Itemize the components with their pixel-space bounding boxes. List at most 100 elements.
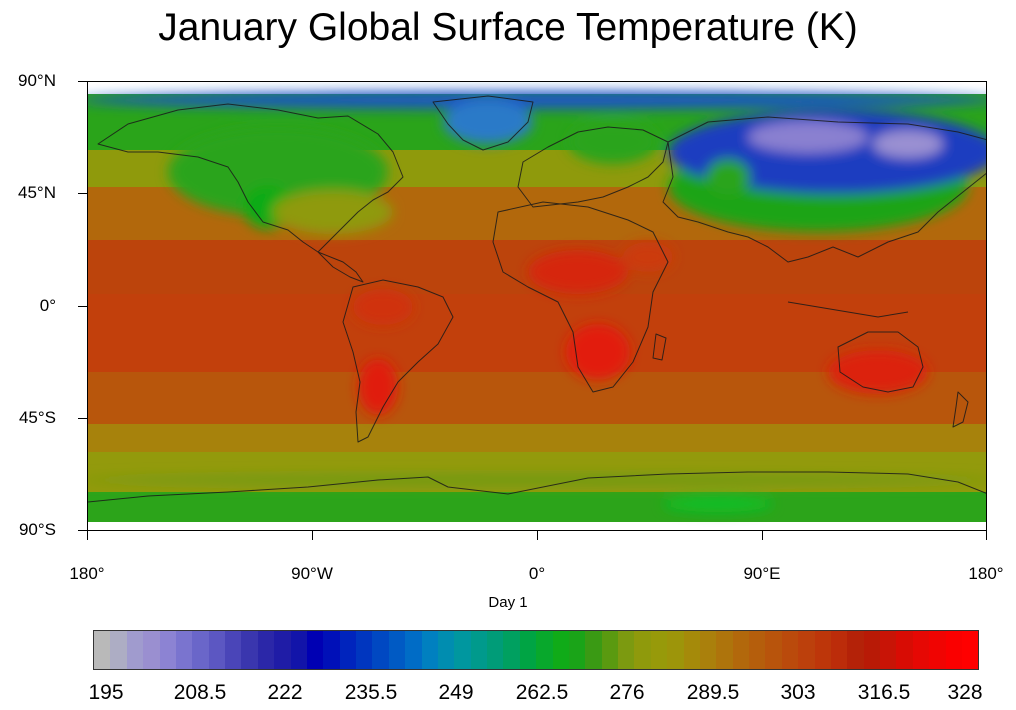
colorbar-segment bbox=[323, 631, 340, 669]
arabia-hot bbox=[623, 242, 673, 272]
map-subtitle: Day 1 bbox=[488, 594, 528, 611]
lon-label-180e: 180° bbox=[968, 564, 1004, 583]
north-america-olive bbox=[273, 190, 393, 234]
europe-green bbox=[568, 120, 658, 164]
band-north-pole bbox=[88, 82, 986, 94]
colorbar-segment bbox=[912, 631, 930, 669]
colorbar-segment bbox=[126, 631, 144, 669]
coast-central-america bbox=[317, 251, 364, 283]
colorbar-segment bbox=[749, 631, 766, 669]
colorbar-segment bbox=[814, 631, 831, 669]
colorbar-segment bbox=[650, 631, 668, 669]
band-antarctic bbox=[88, 492, 986, 522]
band-temperate-south bbox=[88, 424, 986, 454]
colorbar-segment bbox=[618, 631, 635, 669]
tick-lon-90w bbox=[312, 531, 313, 540]
colorbar-segment bbox=[437, 631, 455, 669]
siberia-violet bbox=[748, 121, 868, 153]
colorbar-segment bbox=[257, 631, 275, 669]
colorbar-segment bbox=[192, 631, 209, 669]
colorbar-segment bbox=[601, 631, 618, 669]
greenland-blue bbox=[443, 100, 533, 144]
colorbar-segment bbox=[94, 631, 111, 669]
colorbar-segment bbox=[798, 631, 815, 669]
coastlines bbox=[88, 95, 986, 503]
colorbar-label: 316.5 bbox=[857, 681, 911, 704]
antarctica-bright bbox=[663, 496, 773, 512]
colorbar-label: 289.5 bbox=[686, 681, 740, 704]
lat-label-90s: 90°S bbox=[18, 520, 56, 539]
colorbar-segment bbox=[929, 631, 946, 669]
tick-lon-0 bbox=[537, 531, 538, 540]
colorbar-segment bbox=[880, 631, 897, 669]
lon-label-90w: 90°W bbox=[291, 564, 333, 583]
lon-label-0: 0° bbox=[528, 564, 546, 583]
tick-lon-180e bbox=[986, 531, 987, 540]
coast-madagascar bbox=[652, 333, 667, 361]
colorbar-label: 222 bbox=[267, 681, 303, 704]
coast-south-america bbox=[342, 279, 454, 443]
colorbar-segment bbox=[781, 631, 799, 669]
lat-label-90n: 90°N bbox=[18, 71, 56, 90]
sahara-hot bbox=[528, 250, 628, 294]
colorbar-label: 195 bbox=[88, 681, 124, 704]
tick-lat-0 bbox=[78, 306, 87, 307]
colorbar bbox=[93, 630, 979, 670]
colorbar-segment bbox=[961, 631, 979, 669]
colorbar-segment bbox=[339, 631, 356, 669]
colorbar-segment bbox=[863, 631, 880, 669]
map-title: January Global Surface Temperature (K) bbox=[158, 6, 858, 49]
colorbar-label: 208.5 bbox=[173, 681, 227, 704]
tick-lon-180w bbox=[87, 531, 88, 540]
colorbar-segment bbox=[290, 631, 307, 669]
coast-europe bbox=[517, 126, 669, 208]
amazon-hot bbox=[353, 289, 413, 325]
colorbar-segment bbox=[585, 631, 602, 669]
temperature-field bbox=[88, 82, 986, 530]
argentina-hot bbox=[358, 359, 398, 415]
lon-label-90e: 90°E bbox=[743, 564, 781, 583]
map-plot-area bbox=[87, 81, 987, 531]
coast-greenland bbox=[432, 95, 534, 151]
colorbar-segment bbox=[175, 631, 193, 669]
yakutia-violet bbox=[873, 130, 943, 158]
coast-north-america bbox=[97, 103, 404, 253]
colorbar-segment bbox=[667, 631, 684, 669]
tick-lon-90e bbox=[762, 531, 763, 540]
colorbar-label: 276 bbox=[609, 681, 645, 704]
colorbar-segment bbox=[470, 631, 487, 669]
coast-australia bbox=[837, 331, 924, 393]
colorbar-segment bbox=[503, 631, 520, 669]
colorbar-label: 249 bbox=[438, 681, 474, 704]
colorbar-segment bbox=[830, 631, 848, 669]
colorbar-segment bbox=[143, 631, 160, 669]
tick-lat-45n bbox=[78, 193, 87, 194]
antarctica-olive-edge bbox=[88, 474, 986, 486]
colorbar-segment bbox=[159, 631, 176, 669]
colorbar-segment bbox=[896, 631, 913, 669]
colorbar-segment bbox=[208, 631, 225, 669]
tick-lat-90s bbox=[78, 530, 87, 531]
colorbar-segment bbox=[405, 631, 422, 669]
colorbar-segment bbox=[110, 631, 127, 669]
coast-asia bbox=[662, 116, 986, 263]
colorbar-segment bbox=[487, 631, 504, 669]
tick-lat-45s bbox=[78, 418, 87, 419]
australia-hot bbox=[828, 350, 928, 394]
lon-label-180w: 180° bbox=[69, 564, 105, 583]
colorbar-segment bbox=[225, 631, 242, 669]
colorbar-segment bbox=[716, 631, 733, 669]
colorbar-segment bbox=[552, 631, 569, 669]
colorbar-segment bbox=[945, 631, 962, 669]
band-subantarctic bbox=[88, 452, 986, 494]
colorbar-segment bbox=[519, 631, 537, 669]
lat-label-45n: 45°N bbox=[18, 183, 56, 202]
colorbar-segment bbox=[699, 631, 717, 669]
tick-lat-90n bbox=[78, 81, 87, 82]
lat-label-0: 0° bbox=[39, 296, 56, 315]
colorbar-label: 303 bbox=[780, 681, 816, 704]
colorbar-segment bbox=[536, 631, 553, 669]
colorbar-segment bbox=[356, 631, 373, 669]
colorbar-segment bbox=[634, 631, 651, 669]
colorbar-segment bbox=[683, 631, 700, 669]
